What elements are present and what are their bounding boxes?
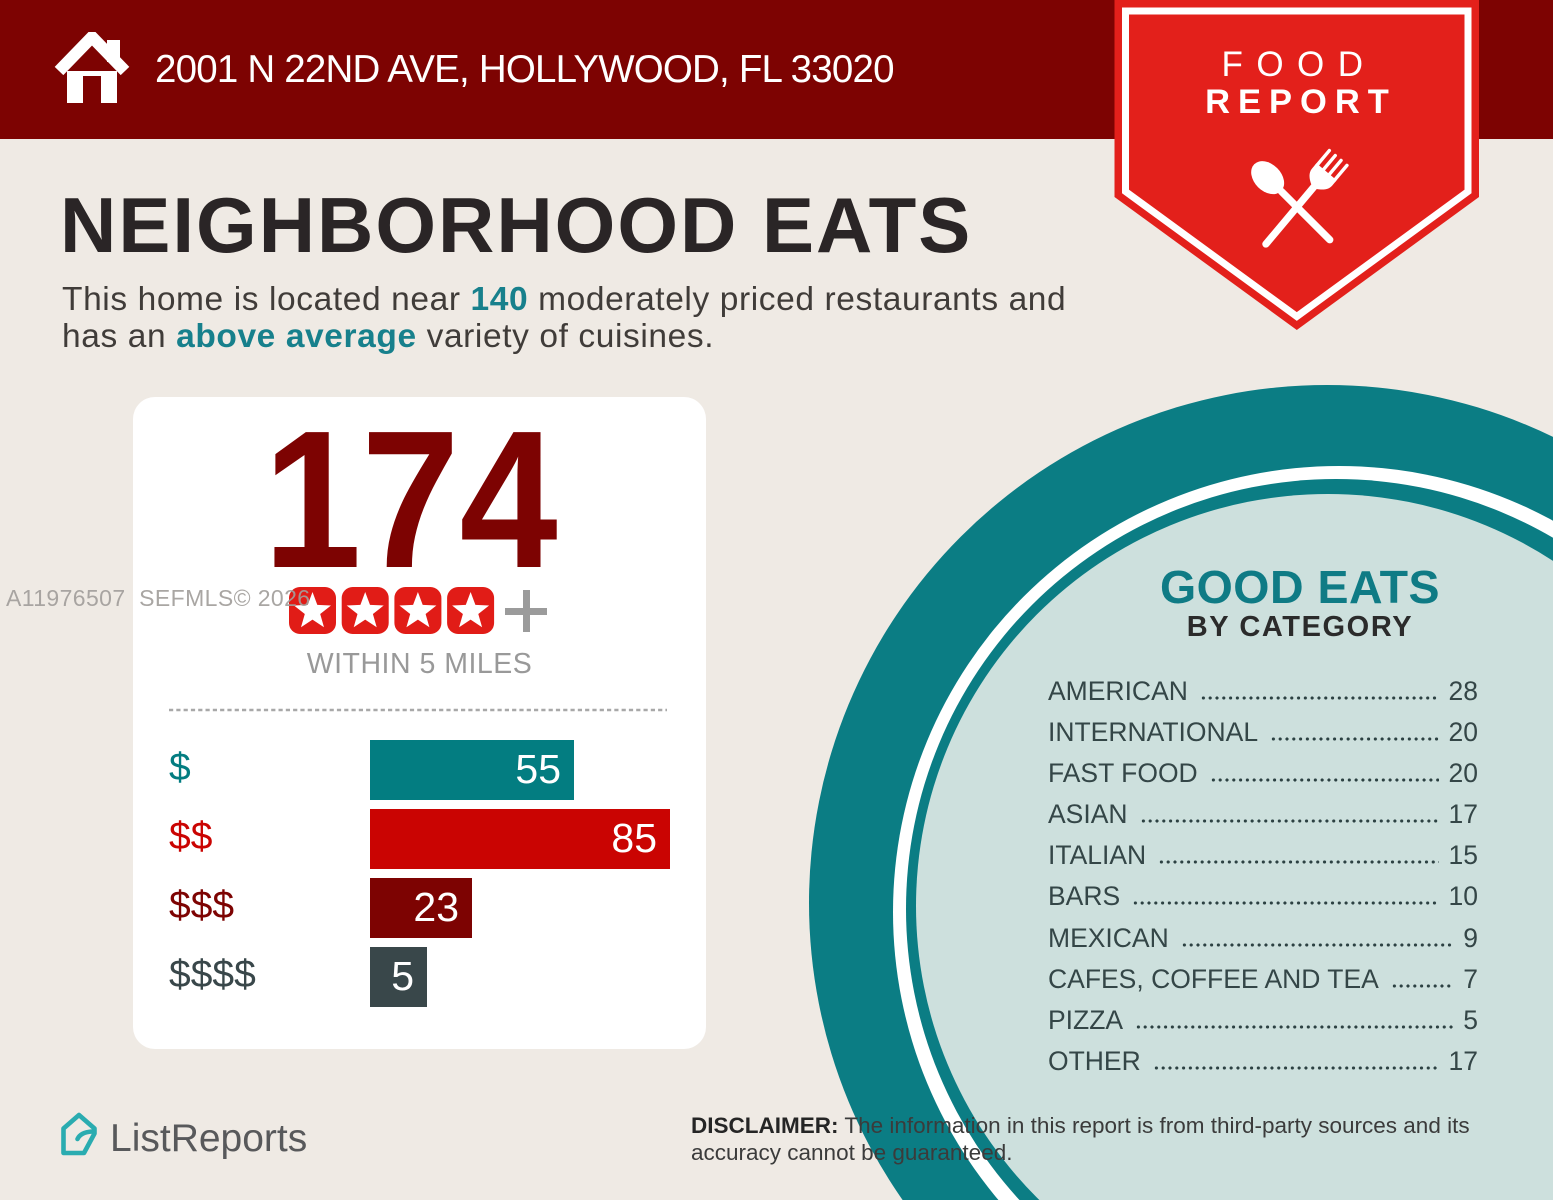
svg-text:REPORT: REPORT (1205, 83, 1397, 121)
svg-text:FOOD: FOOD (1221, 45, 1376, 84)
